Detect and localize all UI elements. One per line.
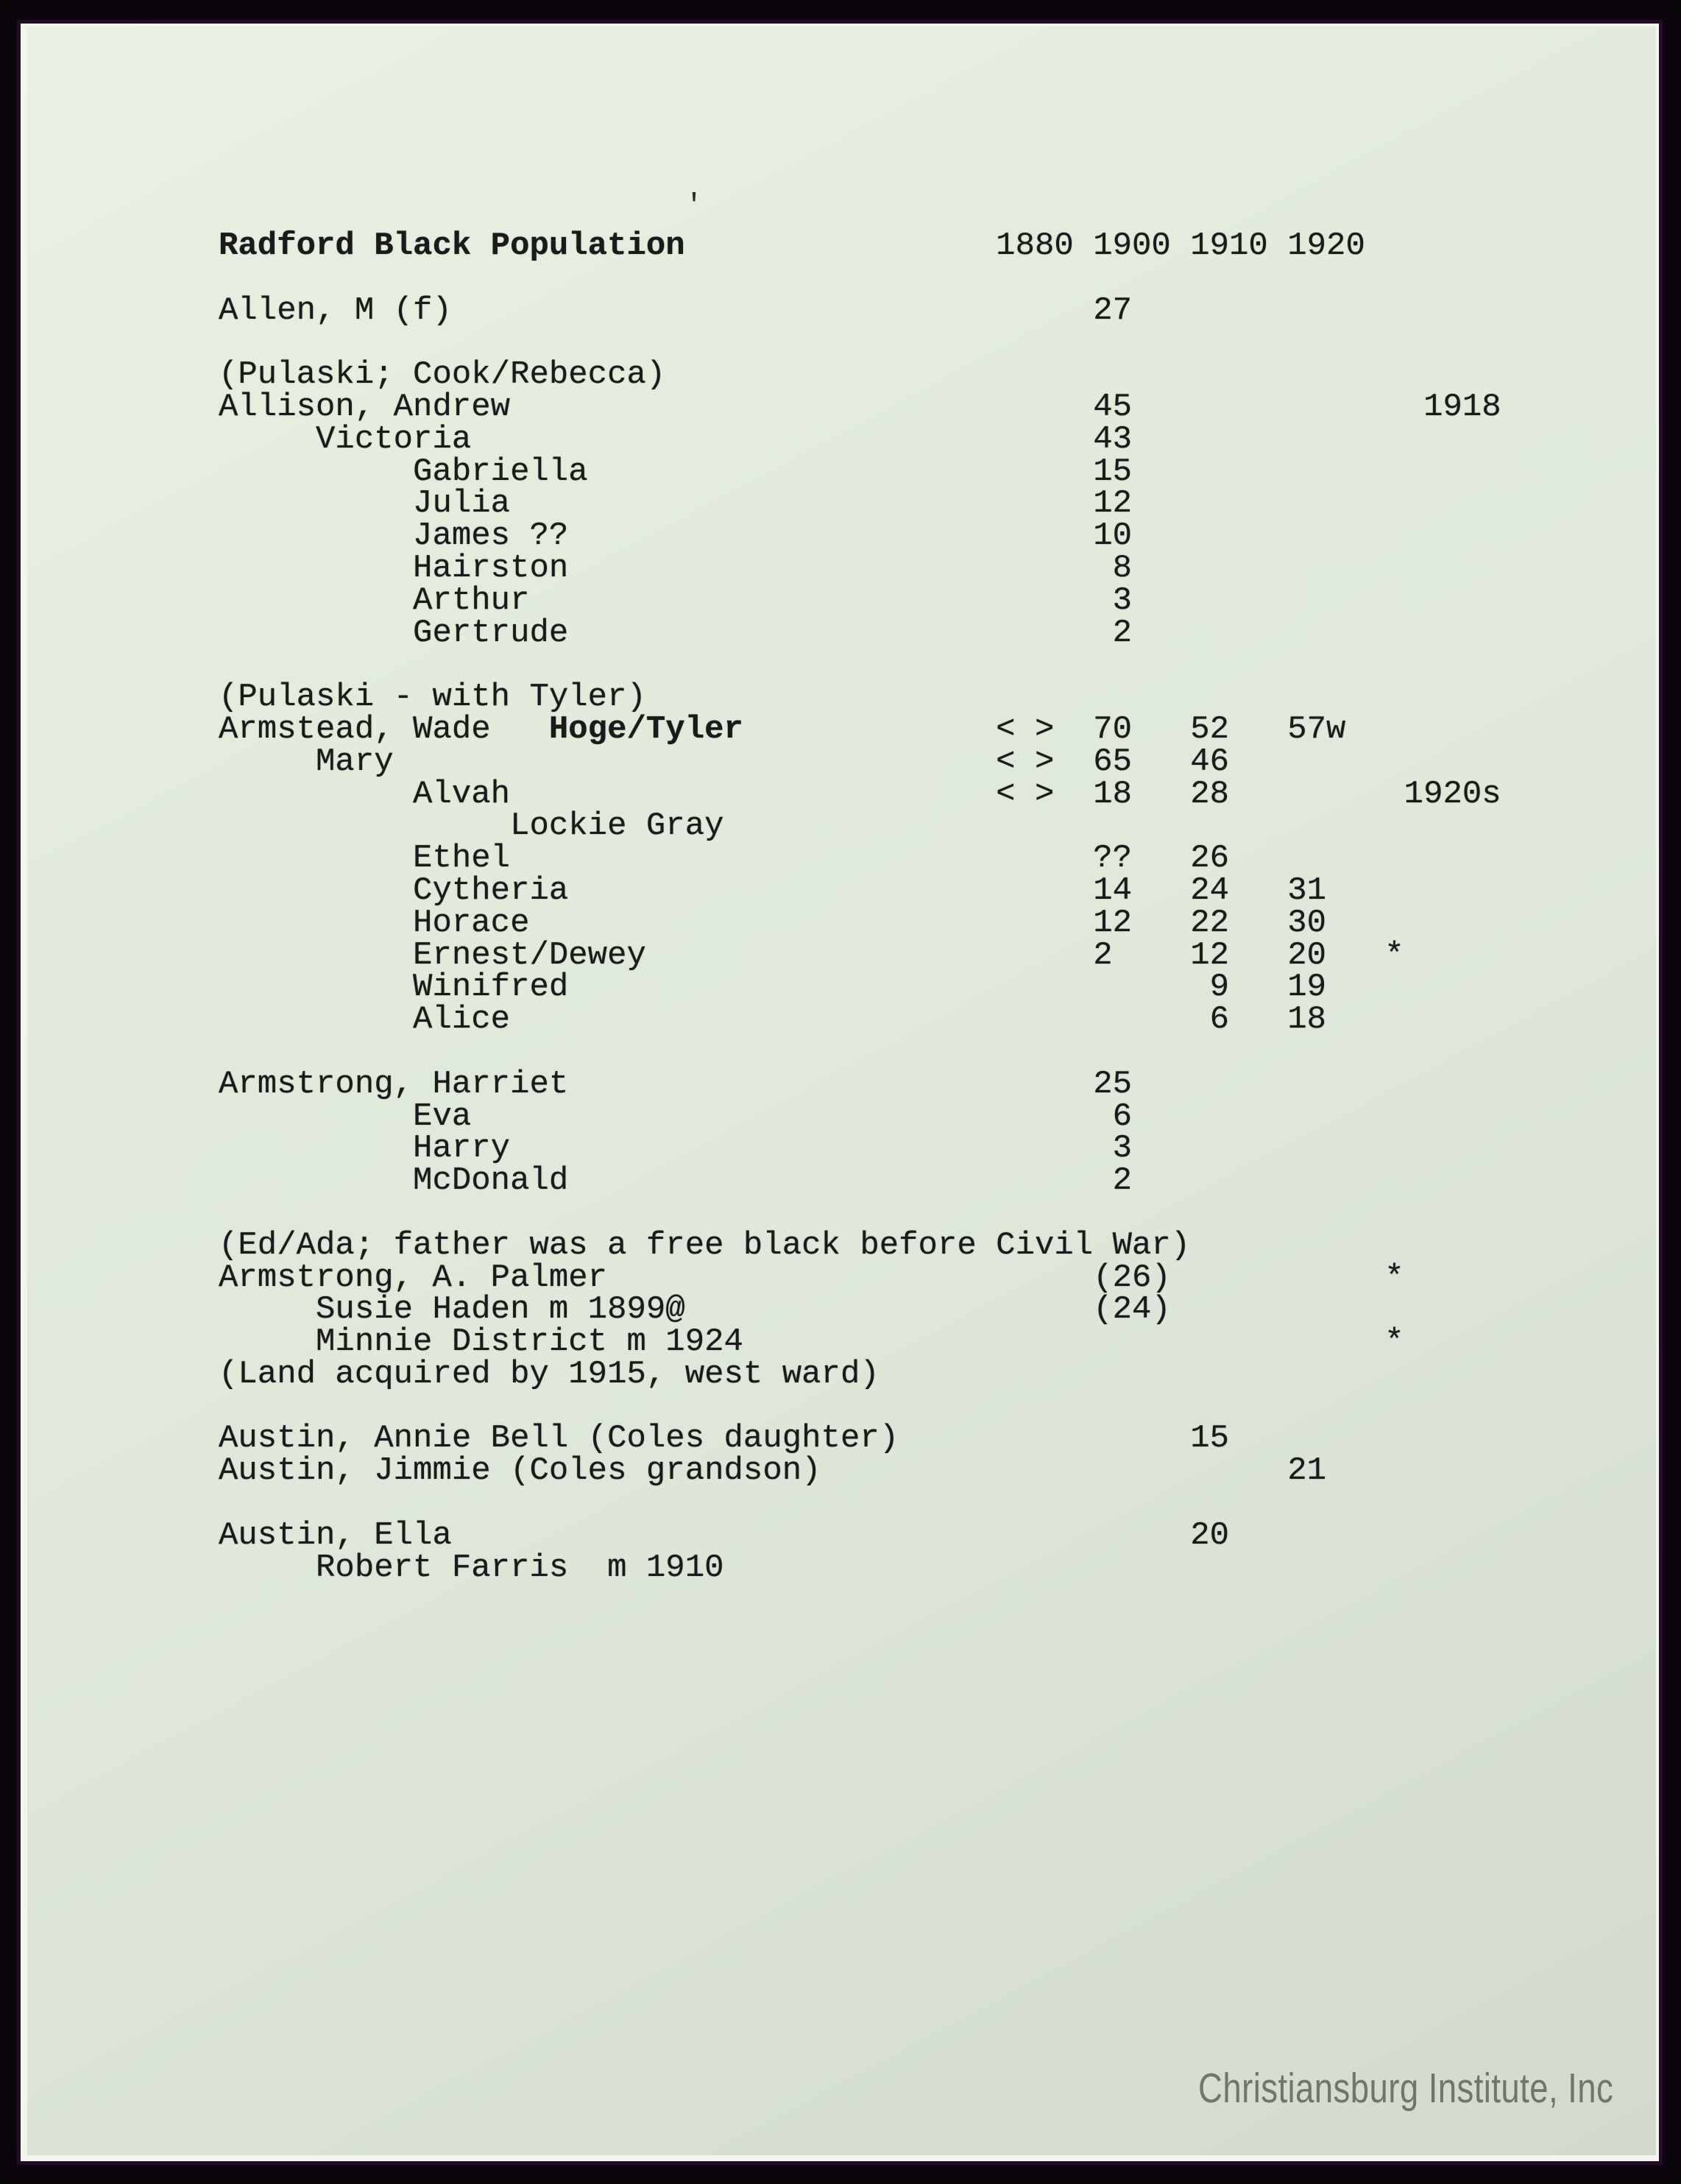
text-segment: (Pulaski - with Tyler) — [219, 679, 646, 716]
line-blank — [219, 1488, 1501, 1520]
line-note-pulaski-cook: (Pulaski; Cook/Rebecca) — [219, 356, 1501, 394]
line-armstrong-harriet: Armstrong, Harriet 25 — [219, 1065, 1501, 1103]
text-segment: James ?? 10 — [219, 517, 1133, 555]
typed-text: Radford Black Population 1880 1900 1910 … — [219, 230, 1501, 1584]
text-segment: Cytheria 14 24 31 — [219, 872, 1327, 909]
line-alvah: Alvah < > 18 28 1920s — [219, 775, 1501, 813]
line-gabriella: Gabriella 15 — [219, 456, 1501, 489]
line-blank — [219, 327, 1501, 359]
line-james: James ?? 10 — [219, 520, 1501, 553]
text-segment: Susie Haden m 1899@ (24) — [219, 1291, 1171, 1329]
text-segment: Austin, Jimmie (Coles grandson) 21 — [219, 1452, 1327, 1490]
line-note-ed-ada: (Ed/Ada; father was a free black before … — [219, 1226, 1501, 1264]
text-segment-bold: Hoge/Tyler — [548, 710, 743, 748]
text-segment: (Land acquired by 1915, west ward) — [219, 1355, 880, 1393]
scanned-page: ' Radford Black Population 1880 1900 191… — [21, 24, 1659, 2161]
watermark: Christiansburg Institute, Inc — [1197, 2065, 1613, 2112]
line-mary: Mary < > 65 46 — [219, 746, 1501, 779]
text-segment: McDonald 2 — [219, 1162, 1133, 1200]
text-segment: Mary < > 65 46 — [219, 743, 1230, 780]
line-minnie-district: Minnie District m 1924 * — [219, 1326, 1501, 1359]
line-lockie-gray: Lockie Gray — [219, 810, 1501, 843]
text-segment: Ethel ?? 26 — [219, 840, 1230, 877]
line-blank — [219, 263, 1501, 295]
text-segment: < > 70 52 57w — [743, 710, 1346, 748]
text-segment: Gertrude 2 — [219, 614, 1133, 651]
line-austin-ella: Austin, Ella 20 — [219, 1516, 1501, 1554]
line-victoria: Victoria 43 — [219, 420, 1501, 458]
line-title: Radford Black Population 1880 1900 1910 … — [219, 230, 1501, 263]
text-segment: Ernest/Dewey 2 12 20 * — [219, 936, 1404, 974]
text-segment: Eva 6 — [219, 1098, 1133, 1135]
text-segment: Winifred 9 19 — [219, 969, 1327, 1006]
line-horace: Horace 12 22 30 — [219, 904, 1501, 941]
line-armstead-wade: Armstead, Wade Hoge/Tyler < > 70 52 57w — [219, 710, 1501, 748]
text-segment: Lockie Gray — [219, 807, 724, 845]
text-segment: Allen, M (f) 27 — [219, 291, 1133, 329]
text-segment: Austin, Annie Bell (Coles daughter) 15 — [219, 1420, 1230, 1457]
line-armstrong-palmer: Armstrong, A. Palmer (26) * — [219, 1262, 1501, 1295]
line-alice: Alice 6 18 — [219, 1001, 1501, 1039]
text-segment: Horace 12 22 30 — [219, 904, 1327, 941]
text-segment: Alvah < > 18 28 1920s — [219, 775, 1501, 813]
text-segment: Gabriella 15 — [219, 453, 1133, 490]
line-note-pulaski-tyler: (Pulaski - with Tyler) — [219, 679, 1501, 716]
line-winifred: Winifred 9 19 — [219, 969, 1501, 1006]
line-hairston: Hairston 8 — [219, 549, 1501, 587]
line-harry: Harry 3 — [219, 1130, 1501, 1167]
text-segment: Hairston 8 — [219, 549, 1133, 587]
line-allen-m: Allen, M (f) 27 — [219, 291, 1501, 329]
line-blank — [219, 1391, 1501, 1424]
line-ethel: Ethel ?? 26 — [219, 840, 1501, 877]
line-blank — [219, 649, 1501, 682]
line-gertrude: Gertrude 2 — [219, 614, 1501, 651]
line-mcdonald: McDonald 2 — [219, 1165, 1501, 1198]
text-segment: Allison, Andrew 45 1918 — [219, 388, 1501, 425]
text-segment: 1880 1900 1910 1920 — [684, 227, 1365, 264]
line-cytheria: Cytheria 14 24 31 — [219, 872, 1501, 909]
line-eva: Eva 6 — [219, 1098, 1501, 1135]
text-segment: Victoria 43 — [219, 420, 1133, 458]
line-note-land: (Land acquired by 1915, west ward) — [219, 1355, 1501, 1393]
text-segment: Harry 3 — [219, 1130, 1133, 1167]
text-segment: (Ed/Ada; father was a free black before … — [219, 1226, 1191, 1264]
line-blank — [219, 1198, 1501, 1230]
line-robert-farris: Robert Farris m 1910 — [219, 1552, 1501, 1585]
text-segment: Austin, Ella 20 — [219, 1516, 1230, 1554]
line-ernest-dewey: Ernest/Dewey 2 12 20 * — [219, 936, 1501, 974]
stray-ink-mark: ' — [685, 190, 704, 223]
line-allison-andrew: Allison, Andrew 45 1918 — [219, 388, 1501, 425]
text-segment: Julia 12 — [219, 485, 1133, 523]
text-segment: Minnie District m 1924 * — [219, 1324, 1404, 1361]
text-segment: (Pulaski; Cook/Rebecca) — [219, 356, 666, 394]
text-segment: Armstead, Wade — [219, 710, 549, 748]
text-segment: Alice 6 18 — [219, 1001, 1327, 1039]
text-segment-bold: Radford Black Population — [219, 227, 685, 264]
line-arthur: Arthur 3 — [219, 582, 1501, 619]
line-austin-annie-bell: Austin, Annie Bell (Coles daughter) 15 — [219, 1420, 1501, 1457]
line-julia: Julia 12 — [219, 485, 1501, 523]
line-austin-jimmie: Austin, Jimmie (Coles grandson) 21 — [219, 1455, 1501, 1488]
line-susie-haden: Susie Haden m 1899@ (24) — [219, 1291, 1501, 1329]
text-segment: Robert Farris m 1910 — [219, 1549, 724, 1586]
line-blank — [219, 1036, 1501, 1069]
text-segment: Armstrong, Harriet 25 — [219, 1065, 1133, 1103]
text-segment: Arthur 3 — [219, 582, 1133, 619]
text-segment: Armstrong, A. Palmer (26) * — [219, 1259, 1404, 1296]
